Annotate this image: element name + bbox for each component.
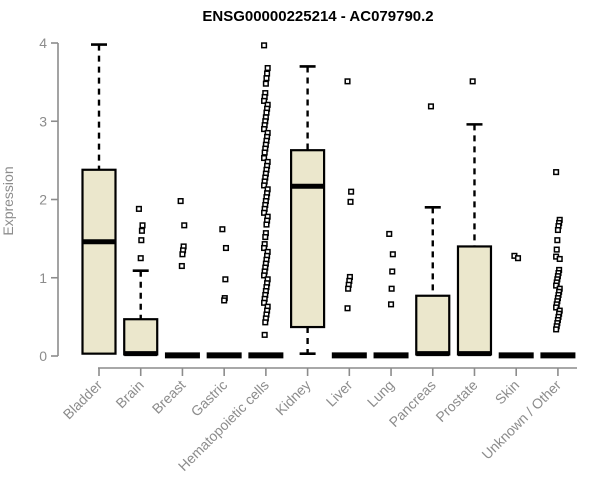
y-tick-label: 3 xyxy=(39,113,47,129)
outlier-point xyxy=(261,244,268,252)
outlier-point xyxy=(181,222,188,229)
outlier-point xyxy=(137,255,144,262)
x-tick-label: Lung xyxy=(364,377,397,410)
y-tick-label: 4 xyxy=(39,35,47,51)
iqr-box xyxy=(81,168,117,355)
outlier-point xyxy=(261,209,268,216)
outlier-point xyxy=(138,227,145,234)
outlier-point xyxy=(553,169,560,176)
outlier-point xyxy=(261,182,268,189)
outlier-point xyxy=(263,75,270,82)
outlier-point xyxy=(261,331,268,338)
y-tick-label: 0 xyxy=(39,348,47,364)
outlier-point xyxy=(469,78,476,85)
boxplot-group-skin xyxy=(498,252,534,359)
outlier-point xyxy=(388,285,395,292)
iqr-box xyxy=(123,318,159,356)
outlier-point xyxy=(261,126,268,133)
outlier-point xyxy=(222,276,229,283)
outlier-point xyxy=(261,149,268,156)
outlier-point xyxy=(348,188,355,195)
boxplot-group-brain xyxy=(123,205,159,357)
outlier-point xyxy=(389,251,396,258)
outlier-point xyxy=(261,272,268,279)
outlier-point xyxy=(219,226,226,233)
x-tick-label: Kidney xyxy=(272,377,314,419)
outlier-point xyxy=(179,251,186,258)
boxplot-group-gastric xyxy=(206,226,242,359)
outlier-point xyxy=(261,154,268,162)
x-tick-label: Prostate xyxy=(432,377,480,425)
iqr-box xyxy=(456,245,493,356)
outlier-point xyxy=(386,230,393,237)
outlier-point xyxy=(262,319,269,326)
outlier-point xyxy=(553,246,560,253)
boxplot-group-liver xyxy=(331,78,367,359)
outlier-point xyxy=(264,64,271,72)
x-tick-label: Unknown / Other xyxy=(478,377,564,463)
outlier-point xyxy=(263,221,270,228)
outlier-point xyxy=(347,198,354,205)
y-tick-label: 2 xyxy=(39,192,47,208)
outlier-point xyxy=(387,301,395,308)
boxplot-group-kidney xyxy=(290,65,326,355)
outlier-point xyxy=(139,222,146,229)
boxplot-group-breast xyxy=(164,198,200,359)
iqr-box xyxy=(415,294,451,356)
outlier-point xyxy=(178,262,185,270)
outlier-point xyxy=(344,78,351,85)
outlier-point xyxy=(345,285,352,292)
outlier-point xyxy=(135,205,142,212)
outlier-point xyxy=(221,297,228,304)
boxplot-group-pancreas xyxy=(415,103,451,357)
outlier-point xyxy=(553,282,560,289)
outlier-point xyxy=(344,305,351,312)
outlier-point xyxy=(389,268,396,275)
boxplot-group-lung xyxy=(373,230,409,359)
y-tick-label: 1 xyxy=(39,270,47,286)
chart-title: ENSG00000225214 - AC079790.2 xyxy=(202,8,434,25)
outlier-point xyxy=(262,234,269,241)
x-tick-label: Skin xyxy=(492,377,523,408)
outlier-point xyxy=(553,326,560,333)
outlier-point xyxy=(427,103,435,110)
boxplot-group-prostate xyxy=(456,78,493,357)
outlier-point xyxy=(554,237,561,244)
outlier-point xyxy=(177,198,184,205)
outlier-point xyxy=(263,109,270,116)
outlier-point xyxy=(264,70,271,77)
outlier-point xyxy=(262,80,269,87)
boxplot-group-unknown-other xyxy=(540,169,576,359)
x-tick-label: Liver xyxy=(323,377,356,410)
x-tick-label: Bladder xyxy=(60,377,106,423)
outlier-point xyxy=(554,226,561,234)
outlier-point xyxy=(222,244,230,252)
x-tick-label: Breast xyxy=(149,377,189,417)
outlier-point xyxy=(556,255,563,263)
outlier-point xyxy=(553,304,560,311)
outlier-point xyxy=(261,299,268,306)
iqr-box xyxy=(290,149,326,329)
boxplot-group-bladder xyxy=(81,43,117,355)
outlier-point xyxy=(261,97,268,104)
x-tick-label: Brain xyxy=(112,377,146,411)
outlier-point xyxy=(138,237,145,244)
outlier-point xyxy=(514,255,522,262)
boxplot-group-hematopoietic-cells xyxy=(248,42,284,359)
outlier-point xyxy=(261,42,268,49)
